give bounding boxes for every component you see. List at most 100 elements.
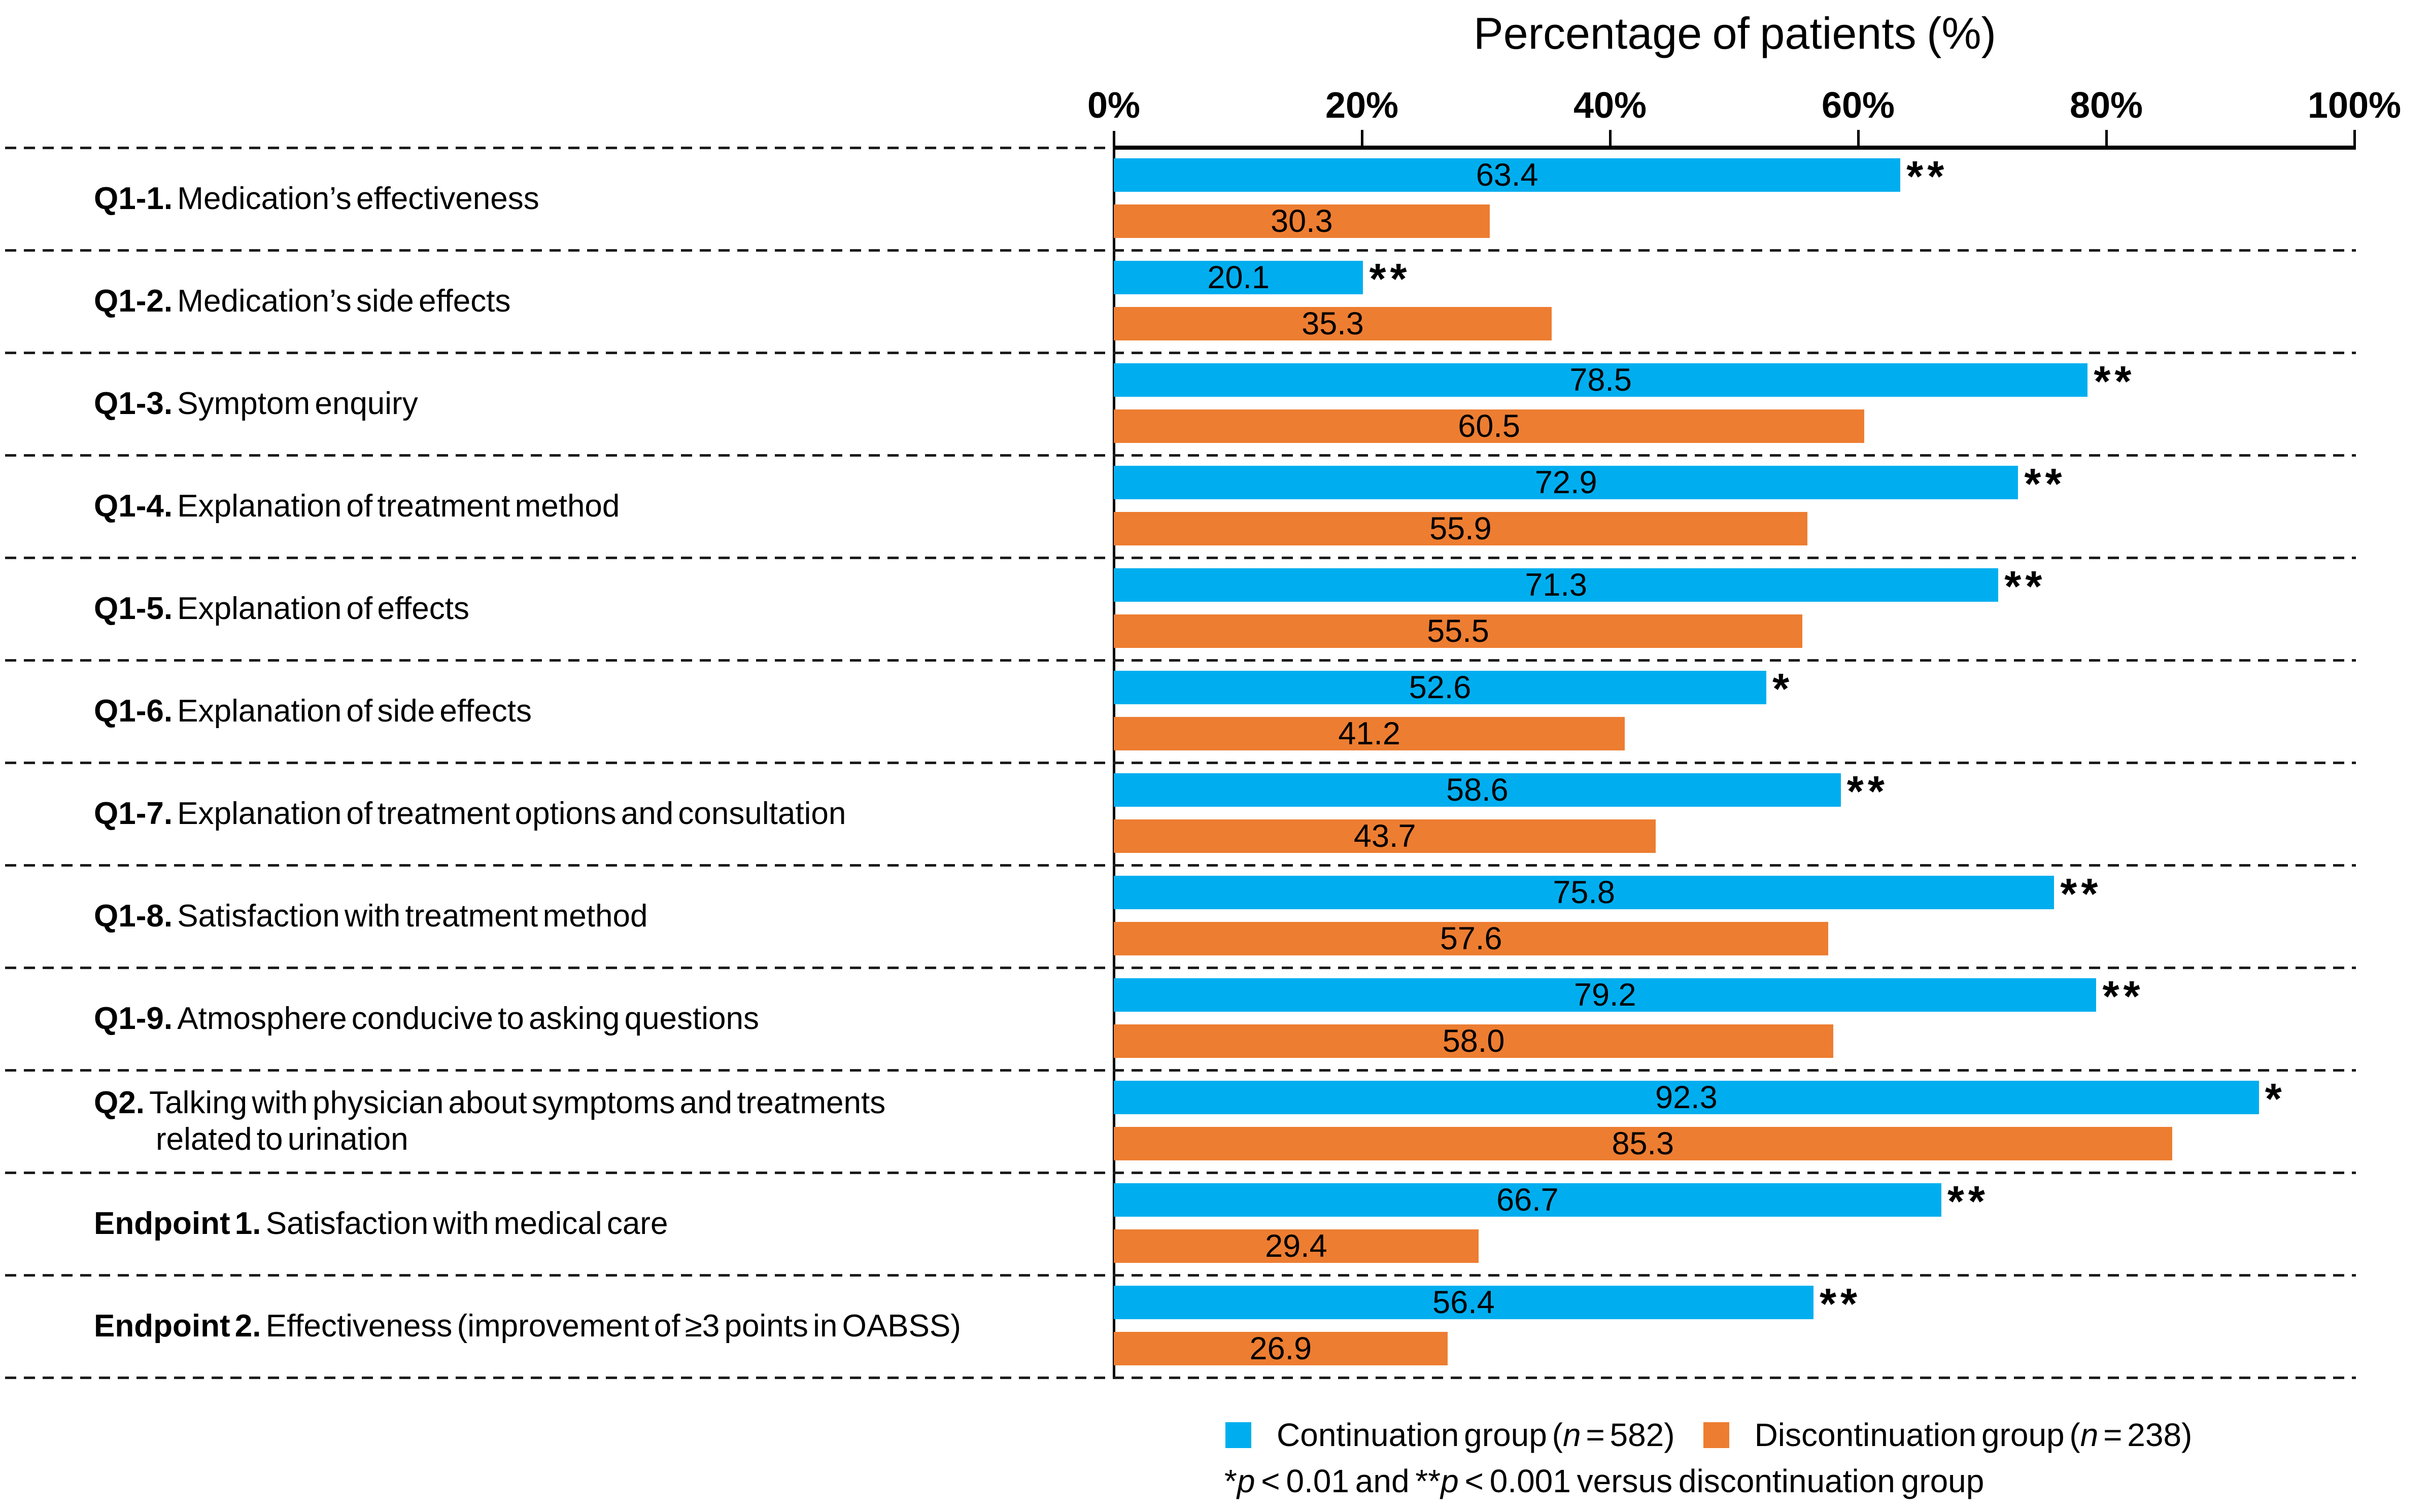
bar-value-label: 26.9 bbox=[1249, 1330, 1312, 1366]
bar-value-label: 57.6 bbox=[1440, 920, 1502, 956]
significance-stars: ** bbox=[2024, 460, 2066, 508]
bar-discontinuation: 60.5 bbox=[1114, 408, 1865, 444]
bar-continuation: 79.2 ** bbox=[1114, 975, 2140, 1018]
legend-item: Continuation group (n = 582) bbox=[1225, 1419, 1675, 1451]
row-separator bbox=[5, 557, 2356, 559]
significance-stars: ** bbox=[2060, 870, 2102, 918]
row-separator bbox=[5, 762, 2356, 764]
category-label: Q1-9. Atmosphere conducive to asking que… bbox=[94, 968, 1109, 1070]
significance-stars: ** bbox=[2102, 973, 2144, 1021]
category-label-line: Q1-1. Medication’s effectiveness bbox=[94, 181, 539, 217]
category-label-line: Endpoint 1. Satisfaction with medical ca… bbox=[94, 1206, 668, 1242]
row-separator bbox=[5, 147, 1114, 149]
x-tick-label: 40% bbox=[1573, 85, 1647, 126]
x-tick-label: 60% bbox=[1821, 85, 1895, 126]
legend-label: Continuation group (n = 582) bbox=[1277, 1417, 1675, 1453]
x-tick-mark bbox=[2105, 130, 2108, 146]
x-tick-mark bbox=[1609, 130, 1612, 146]
category-label-prefix: Q2. bbox=[94, 1085, 150, 1121]
significance-stars: ** bbox=[1369, 255, 1411, 303]
bar-value-label: 43.7 bbox=[1353, 818, 1416, 854]
bar-continuation: 63.4 ** bbox=[1114, 155, 1944, 198]
bar-value-label: 75.8 bbox=[1553, 874, 1615, 910]
category-label-prefix: Q1-3. bbox=[94, 386, 178, 422]
legend-label: Discontinuation group (n = 238) bbox=[1754, 1417, 2193, 1453]
bar-value-label: 41.2 bbox=[1338, 715, 1400, 751]
bar-value-label: 29.4 bbox=[1265, 1228, 1327, 1264]
significance-stars: * bbox=[1772, 665, 1794, 713]
bar-value-label: 35.3 bbox=[1302, 305, 1364, 341]
bar-discontinuation: 41.2 bbox=[1114, 717, 1625, 750]
x-tick-mark bbox=[2353, 130, 2356, 146]
category-label-line: Q1-8. Satisfaction with treatment method bbox=[94, 899, 648, 934]
category-label-line: Q2. Talking with physician about symptom… bbox=[94, 1085, 886, 1121]
x-tick-label: 80% bbox=[2069, 85, 2143, 126]
zero-baseline bbox=[1113, 131, 1115, 1378]
bar-discontinuation: 26.9 bbox=[1114, 1332, 1448, 1365]
bar-continuation: 75.8 ** bbox=[1114, 873, 2098, 916]
legend-item: Discontinuation group (n = 238) bbox=[1703, 1417, 2193, 1453]
bar-value-label: 63.4 bbox=[1476, 157, 1538, 193]
chart-title: Percentage of patients (%) bbox=[1474, 8, 1996, 58]
bar-discontinuation: 35.3 bbox=[1114, 307, 1552, 340]
row-separator bbox=[5, 454, 2356, 457]
bar-value-label: 71.3 bbox=[1525, 567, 1587, 603]
category-label: Q1-3. Symptom enquiry bbox=[94, 353, 1109, 455]
footnote-text: < 0.01 and ** bbox=[1255, 1463, 1441, 1499]
category-label-line: Q1-3. Symptom enquiry bbox=[94, 386, 418, 422]
category-label: Endpoint 1. Satisfaction with medical ca… bbox=[94, 1173, 1109, 1275]
bar-continuation: 56.4 ** bbox=[1114, 1283, 1857, 1326]
category-label-line: Q1-6. Explanation of side effects bbox=[94, 694, 532, 729]
bar-value-label: 72.9 bbox=[1534, 464, 1597, 500]
category-label-prefix: Q1-5. bbox=[94, 591, 178, 627]
bar-row: 71.3 ** 55.5 bbox=[1114, 558, 2354, 660]
category-label-line: Q1-9. Atmosphere conducive to asking que… bbox=[94, 1001, 759, 1037]
bar-value-label: 58.0 bbox=[1442, 1023, 1505, 1059]
significance-stars: ** bbox=[1846, 768, 1889, 816]
bar-continuation: 20.1 ** bbox=[1114, 258, 1407, 301]
category-label-prefix: Q1-9. bbox=[94, 1001, 178, 1037]
category-label: Q1-2. Medication’s side effects bbox=[94, 250, 1109, 353]
bar-value-label: 58.6 bbox=[1446, 772, 1509, 808]
bar-continuation: 71.3 ** bbox=[1114, 565, 2042, 608]
bar-discontinuation: 43.7 bbox=[1114, 819, 1656, 853]
bar-value-label: 79.2 bbox=[1573, 977, 1636, 1013]
bar-value-label: 60.5 bbox=[1458, 408, 1520, 444]
category-label-prefix: Q1-1. bbox=[94, 181, 178, 217]
category-label: Q1-7. Explanation of treatment options a… bbox=[94, 763, 1109, 865]
category-label-line: Q1-4. Explanation of treatment method bbox=[94, 489, 620, 524]
row-separator bbox=[5, 864, 2356, 867]
significance-footnote: *p < 0.01 and **p < 0.001 versus discont… bbox=[1224, 1463, 1984, 1499]
bar-value-label: 92.3 bbox=[1655, 1079, 1718, 1115]
bar-value-label: 55.9 bbox=[1429, 510, 1492, 546]
bar-discontinuation: 30.3 bbox=[1114, 204, 1490, 238]
category-label-prefix: Endpoint 2. bbox=[94, 1309, 266, 1344]
legend-label-italic-n: n bbox=[1562, 1417, 1581, 1453]
significance-stars: * bbox=[2265, 1075, 2286, 1123]
significance-stars: ** bbox=[1947, 1178, 1989, 1226]
legend-swatch bbox=[1225, 1422, 1251, 1448]
x-tick-label: 100% bbox=[2307, 85, 2402, 126]
row-separator bbox=[5, 1172, 2356, 1174]
significance-stars: ** bbox=[2094, 358, 2136, 406]
bar-row: 52.6 * 41.2 bbox=[1114, 660, 2354, 763]
bar-value-label: 20.1 bbox=[1207, 259, 1270, 295]
bar-value-label: 56.4 bbox=[1432, 1284, 1495, 1320]
category-label-prefix: Q1-6. bbox=[94, 694, 178, 729]
bar-continuation: 52.6 * bbox=[1114, 668, 1789, 711]
bar-value-label: 30.3 bbox=[1271, 203, 1333, 239]
category-label: Q1-5. Explanation of effects bbox=[94, 558, 1109, 660]
category-label-prefix: Endpoint 1. bbox=[94, 1206, 266, 1242]
row-separator bbox=[5, 249, 2356, 252]
category-label-prefix: Q1-8. bbox=[94, 899, 178, 934]
category-label: Q1-8. Satisfaction with treatment method bbox=[94, 865, 1109, 968]
significance-stars: ** bbox=[1906, 153, 1948, 201]
bar-row: 79.2 ** 58.0 bbox=[1114, 968, 2354, 1070]
bar-row: 66.7 ** 29.4 bbox=[1114, 1173, 2354, 1275]
x-tick-mark bbox=[1857, 130, 1860, 146]
bar-row: 56.4 ** 26.9 bbox=[1114, 1275, 2354, 1378]
category-label-line: related to urination bbox=[156, 1122, 408, 1157]
footnote-italic-p: p bbox=[1441, 1463, 1459, 1499]
bar-row: 63.4 ** 30.3 bbox=[1114, 148, 2354, 250]
bar-row: 92.3 * 85.3 bbox=[1114, 1070, 2354, 1173]
